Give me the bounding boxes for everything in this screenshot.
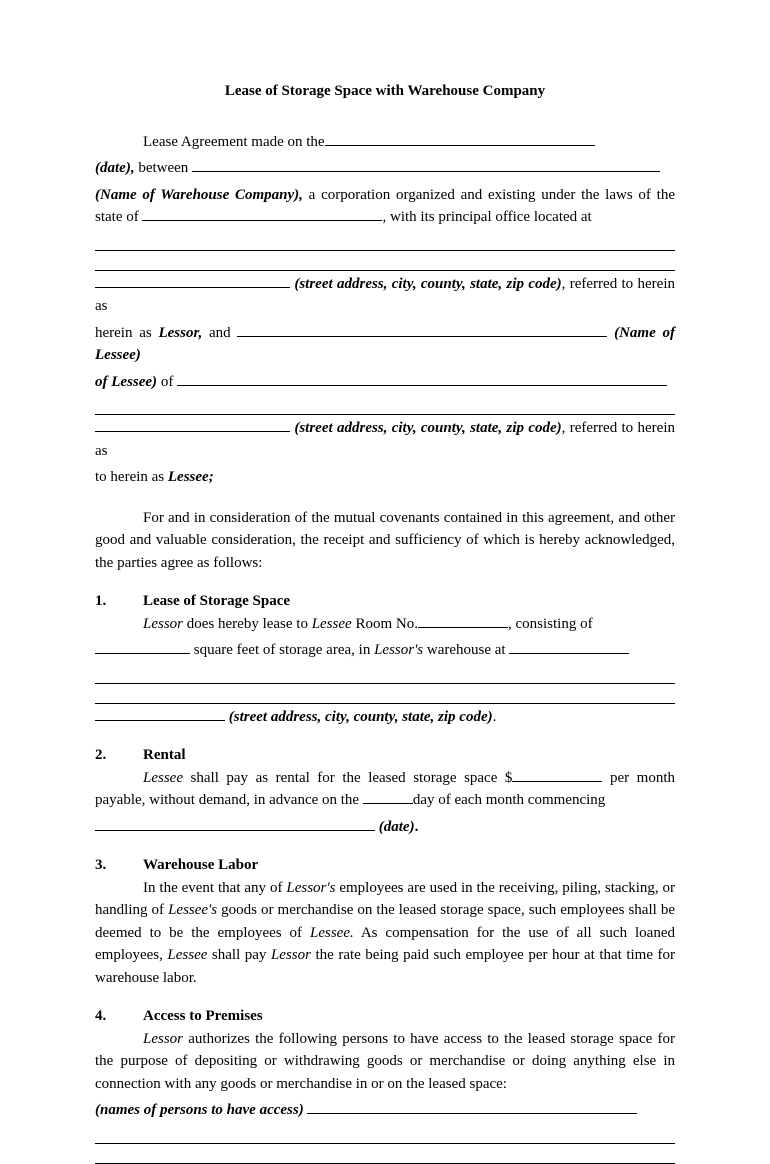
- addr-label1: (street address, city, county, state, zi…: [290, 276, 562, 292]
- blank-full-5[interactable]: [95, 686, 675, 704]
- blank-addr1[interactable]: [95, 287, 290, 288]
- section-3-body: In the event that any of Lessor's employ…: [95, 877, 675, 990]
- s1-lessee: Lessee: [312, 616, 352, 632]
- s3-lessee3: Lessee: [167, 947, 207, 963]
- blank-full-3[interactable]: [95, 397, 675, 415]
- blank-addr2[interactable]: [95, 431, 290, 432]
- s1-t4: square feet of storage area, in: [190, 642, 374, 658]
- blank-full-2[interactable]: [95, 253, 675, 271]
- consideration-para: For and in consideration of the mutual c…: [95, 507, 675, 575]
- intro-line6: of Lessee) of: [95, 371, 675, 394]
- names-label: (names of persons to have access): [95, 1102, 307, 1118]
- section-2-num: 2.: [95, 744, 143, 767]
- s1-t1: does hereby lease to: [183, 616, 312, 632]
- blank-full-4[interactable]: [95, 666, 675, 684]
- s3-lessee2: Lessee.: [310, 925, 354, 941]
- s2-t1: shall pay as rental for the leased stora…: [183, 770, 512, 786]
- section-1-num: 1.: [95, 590, 143, 613]
- s3-t1: In the event that any of: [143, 880, 286, 896]
- s3-lessor2: Lessor: [271, 947, 311, 963]
- intro-line4: (street address, city, county, state, zi…: [95, 273, 675, 318]
- office-text: , with its principal office located at: [382, 209, 591, 225]
- blank-full-6[interactable]: [95, 1126, 675, 1144]
- s2-date-label: (date): [375, 819, 415, 835]
- section-4-num: 4.: [95, 1005, 143, 1028]
- blank-company[interactable]: [192, 171, 660, 172]
- of-text: of: [157, 374, 177, 390]
- document-title: Lease of Storage Space with Warehouse Co…: [95, 80, 675, 103]
- s2-t3: day of each month commencing: [413, 792, 605, 808]
- blank-lessee-name[interactable]: [237, 336, 607, 337]
- blank-commence[interactable]: [95, 830, 375, 831]
- section-3-title: Warehouse Labor: [143, 857, 258, 873]
- s3-lessees: Lessee's: [168, 902, 217, 918]
- between-text: between: [135, 160, 192, 176]
- section-3-num: 3.: [95, 854, 143, 877]
- blank-room[interactable]: [418, 627, 508, 628]
- section-4-title: Access to Premises: [143, 1008, 263, 1024]
- s1-lessors: Lessor's: [374, 642, 423, 658]
- intro-line7: (street address, city, county, state, zi…: [95, 417, 675, 462]
- section-1-body: Lessor does hereby lease to Lessee Room …: [95, 613, 675, 636]
- blank-full-1[interactable]: [95, 233, 675, 251]
- s1-t2: Room No.: [352, 616, 418, 632]
- s1-t5: warehouse at: [423, 642, 509, 658]
- blank-state[interactable]: [142, 220, 382, 221]
- blank-full-7[interactable]: [95, 1146, 675, 1164]
- s1-t3: , consisting of: [508, 616, 593, 632]
- section-4-head: 4.Access to Premises: [95, 1005, 675, 1028]
- intro-line2: (date), between: [95, 157, 675, 180]
- blank-names[interactable]: [307, 1113, 637, 1114]
- section-3-head: 3.Warehouse Labor: [95, 854, 675, 877]
- of-lessee-label: of Lessee): [95, 374, 157, 390]
- s1-lessor: Lessor: [143, 616, 183, 632]
- lessor-label: Lessor,: [158, 325, 202, 341]
- company-label: (Name of Warehouse Company),: [95, 187, 303, 203]
- s1-period: .: [493, 709, 497, 725]
- s1-addr-label: (street address, city, county, state, zi…: [225, 709, 493, 725]
- section-2-head: 2.Rental: [95, 744, 675, 767]
- s3-t5: shall pay: [207, 947, 271, 963]
- section-2-line2: (date).: [95, 816, 675, 839]
- s4-lessor: Lessor: [143, 1031, 183, 1047]
- lessee-label: Lessee;: [168, 469, 214, 485]
- s2-lessee: Lessee: [143, 770, 183, 786]
- intro-line8: to herein as Lessee;: [95, 466, 675, 489]
- blank-date[interactable]: [325, 145, 595, 146]
- intro-para: Lease Agreement made on the: [95, 131, 675, 154]
- blank-sqft[interactable]: [95, 653, 190, 654]
- intro-line3: (Name of Warehouse Company), a corporati…: [95, 184, 675, 229]
- section-1-title: Lease of Storage Space: [143, 593, 290, 609]
- addr-label2: (street address, city, county, state, zi…: [290, 420, 562, 436]
- section-2-title: Rental: [143, 747, 186, 763]
- blank-wh-addr[interactable]: [509, 653, 629, 654]
- section-2-body: Lessee shall pay as rental for the lease…: [95, 767, 675, 812]
- section-1-line2: square feet of storage area, in Lessor's…: [95, 639, 675, 662]
- date-label: (date),: [95, 160, 135, 176]
- section-4-body: Lessor authorizes the following persons …: [95, 1028, 675, 1096]
- section-4-names: (names of persons to have access): [95, 1099, 675, 1122]
- blank-day[interactable]: [363, 803, 413, 804]
- intro-line5: herein as Lessor, and (Name of Lessee): [95, 322, 675, 367]
- intro-lead: Lease Agreement made on the: [143, 134, 325, 150]
- s3-lessors: Lessor's: [286, 880, 335, 896]
- blank-amount[interactable]: [512, 781, 602, 782]
- blank-lessee-addr[interactable]: [177, 385, 667, 386]
- and-text: and: [202, 325, 237, 341]
- section-1-head: 1.Lease of Storage Space: [95, 590, 675, 613]
- s2-period: .: [415, 819, 419, 835]
- blank-addr3[interactable]: [95, 720, 225, 721]
- section-1-line3: (street address, city, county, state, zi…: [95, 706, 675, 729]
